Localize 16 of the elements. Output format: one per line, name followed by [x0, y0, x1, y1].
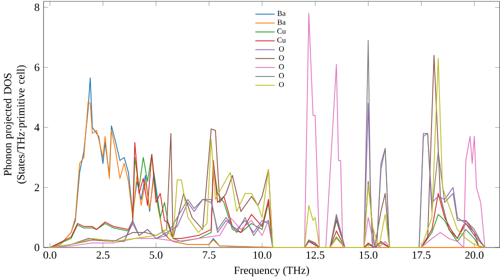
x-tick-label: 17.5 [412, 251, 430, 259]
x-tick-label: 7.5 [202, 251, 216, 259]
y-tick-label: 6 [34, 64, 40, 72]
y-tick-label: 8 [34, 4, 40, 12]
x-tick-label: 2.5 [96, 251, 110, 259]
y-tick-label: 2 [34, 184, 40, 192]
x-axis-title: Frequency (THz) [234, 266, 310, 276]
x-tick-label: 20.0 [465, 251, 484, 259]
x-tick-label: 12.5 [306, 251, 324, 259]
x-tick-label: 5.0 [150, 251, 162, 259]
y-tick-label: 0 [34, 244, 40, 252]
x-tick-label: 10.0 [254, 251, 272, 259]
y-tick-label: 4 [34, 124, 40, 132]
y-axis-title: Phonon projected DOS (States/THz·primitive cell) [4, 65, 27, 184]
x-tick-label: 0.0 [43, 251, 56, 259]
x-tick-label: 15.0 [360, 251, 378, 259]
